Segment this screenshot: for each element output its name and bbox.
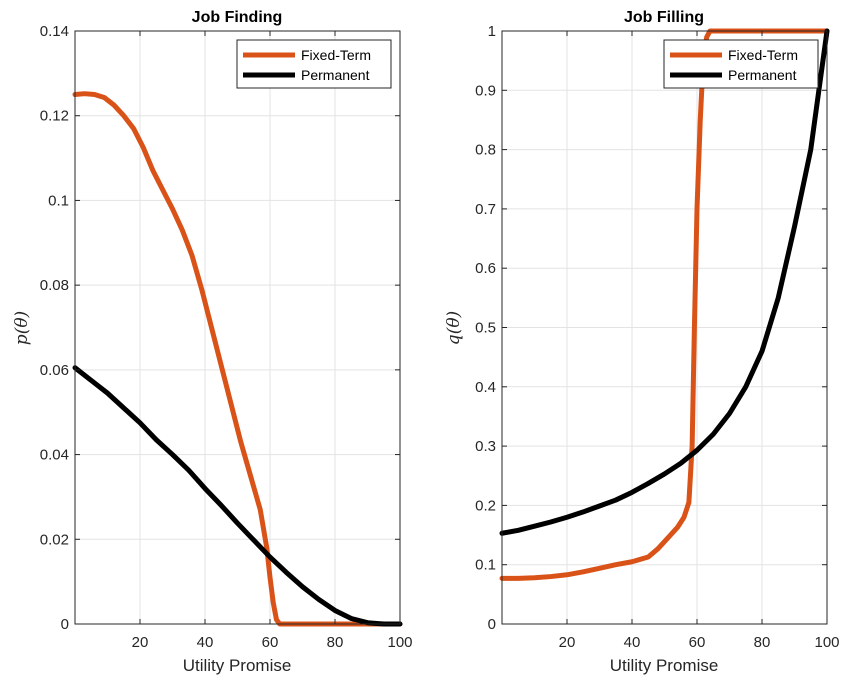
y-tick-label: 0 bbox=[61, 616, 69, 633]
legend-label: Permanent bbox=[301, 67, 370, 83]
legend: Fixed-Term Permanent bbox=[236, 39, 392, 89]
chart-title: Job Filling bbox=[624, 9, 704, 26]
legend-label: Fixed-Term bbox=[301, 47, 371, 63]
legend-box bbox=[663, 39, 819, 89]
y-tick-label: 0.12 bbox=[40, 108, 69, 125]
y-tick-label: 0.2 bbox=[475, 497, 496, 514]
y-axis-label: q(θ) bbox=[444, 311, 464, 345]
y-tick-label: 0.06 bbox=[40, 362, 69, 379]
plot-area bbox=[75, 31, 400, 624]
y-tick-label: 0.3 bbox=[475, 438, 496, 455]
y-tick-label: 0.14 bbox=[40, 23, 69, 40]
y-tick-label: 0.1 bbox=[48, 192, 69, 209]
x-axis-label: Utility Promise bbox=[610, 656, 719, 675]
x-tick-label: 20 bbox=[132, 634, 149, 651]
x-tick-label: 60 bbox=[262, 634, 279, 651]
chart-job-filling: 20 40 60 80 100 0 0.1 0.2 0.3 0.4 0.5 0.6 0.7 0.8 0.9 1… bbox=[444, 9, 840, 675]
x-tick-label: 80 bbox=[754, 634, 771, 651]
x-tick-label: 100 bbox=[387, 634, 412, 651]
axes-box bbox=[74, 30, 401, 625]
series-line-permanent bbox=[499, 28, 830, 536]
x-tick-label: 20 bbox=[559, 634, 576, 651]
series-line-permanent bbox=[72, 365, 403, 627]
x-tick-label: 80 bbox=[327, 634, 344, 651]
chart-job-finding: 20 40 60 80 100 0 0.02 0.04 0.06 0.08 0.1 0.12 0.14 F… bbox=[12, 9, 413, 675]
chart-title: Job Finding bbox=[192, 9, 283, 26]
legend-label: Permanent bbox=[728, 67, 797, 83]
y-tick-label: 0.1 bbox=[475, 557, 496, 574]
y-tick-label: 0.8 bbox=[475, 142, 496, 159]
legend-label: Fixed-Term bbox=[728, 47, 798, 63]
y-tick-label: 0.04 bbox=[40, 447, 69, 464]
x-tick-label: 40 bbox=[197, 634, 214, 651]
y-tick-label: 0.7 bbox=[475, 201, 496, 218]
y-tick-label: 0 bbox=[488, 616, 496, 633]
y-tick-label: 0.4 bbox=[475, 379, 496, 396]
legend-box bbox=[236, 39, 392, 89]
x-tick-label: 40 bbox=[624, 634, 641, 651]
x-axis-label: Utility Promise bbox=[183, 656, 292, 675]
y-tick-label: 0.5 bbox=[475, 320, 496, 337]
y-tick-label: 0.02 bbox=[40, 531, 69, 548]
y-tick-label: 0.9 bbox=[475, 82, 496, 99]
y-tick-label: 0.08 bbox=[40, 277, 69, 294]
y-tick-label: 1 bbox=[488, 23, 496, 40]
y-tick-label: 0.6 bbox=[475, 260, 496, 277]
legend: Fixed-Term Permanent bbox=[663, 39, 819, 89]
x-tick-label: 60 bbox=[689, 634, 706, 651]
x-tick-label: 100 bbox=[814, 634, 839, 651]
y-axis-label: p(θ) bbox=[12, 311, 32, 345]
